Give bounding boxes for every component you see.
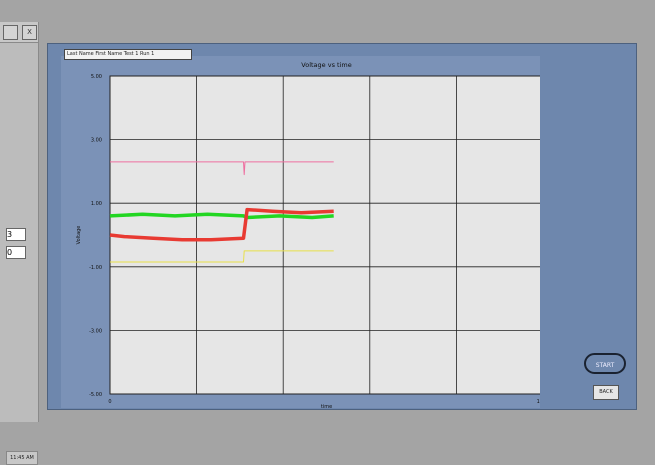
voltage-chart: Voltage vs time 5.00 3.00 1.00 -1.00 -3.00 -5.…	[76, 61, 540, 408]
background-window	[0, 22, 39, 422]
y-axis-label: Voltage	[76, 226, 82, 245]
y-tick-label: -5.00	[89, 392, 102, 398]
y-tick-label: 1.00	[91, 201, 102, 207]
x-axis-label: time	[321, 404, 332, 408]
value-field-2[interactable]: 0	[6, 246, 26, 259]
x-tick-label: 1200	[537, 399, 540, 405]
series-line-red	[109, 207, 334, 242]
x-tick-label: 0	[108, 399, 111, 405]
value-field-1[interactable]: 3	[6, 228, 26, 241]
series-line-green	[109, 212, 334, 220]
file-name-label: Last Name First Name Test 1 Run 1	[64, 49, 192, 60]
y-tick-label: -3.00	[89, 328, 102, 334]
y-tick-label: -1.00	[89, 265, 102, 271]
chart-panel: Voltage vs time 5.00 3.00 1.00 -1.00 -3.00 -5.…	[61, 56, 540, 408]
series-line-pink	[110, 161, 334, 176]
close-button[interactable]: X	[22, 25, 37, 40]
y-tick-label: 5.00	[91, 74, 102, 80]
y-tick-label: 3.00	[91, 138, 102, 144]
series-line-yellow	[110, 250, 334, 263]
plot-background	[109, 75, 540, 395]
back-button[interactable]: BACK	[593, 385, 619, 400]
taskbar-clock: 11:45 AM	[6, 451, 38, 465]
start-button[interactable]: START	[584, 353, 626, 374]
main-window: Voltage vs time 5.00 3.00 1.00 -1.00 -3.00 -5.…	[47, 43, 637, 410]
minimize-button[interactable]	[3, 25, 18, 40]
chart-title: Voltage vs time	[301, 61, 351, 69]
